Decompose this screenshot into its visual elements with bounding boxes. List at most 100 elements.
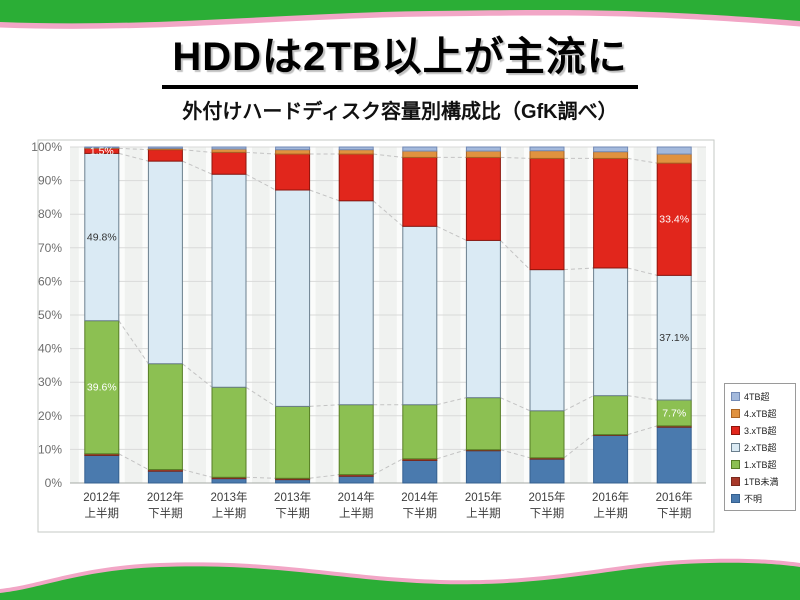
series-connector-line <box>245 173 276 191</box>
y-tick-label: 10% <box>38 442 62 456</box>
bar-segment-1.xTB超 <box>402 404 438 460</box>
y-tick-label: 80% <box>38 207 62 221</box>
bar-segment-2.xTB超 <box>147 160 183 365</box>
bar-segment-4TB超 <box>84 146 120 149</box>
bar-value-label: 49.8% <box>87 232 117 244</box>
y-tick-label: 20% <box>38 409 62 423</box>
bar-segment-4TB超 <box>211 146 247 150</box>
series-connector-line <box>182 363 213 388</box>
y-tick-label: 30% <box>38 375 62 389</box>
bar-segment-4.xTB超 <box>275 149 311 155</box>
bar-value-label: 7.7% <box>662 407 686 419</box>
x-label-line1: 2016年 <box>592 490 629 504</box>
series-connector-line <box>182 149 213 153</box>
legend-item: 1TB未満 <box>731 475 791 488</box>
series-connector-line <box>245 476 276 479</box>
bar-segment-3.xTB超 <box>656 162 692 276</box>
bar-segment-2.xTB超 <box>275 189 311 407</box>
legend-item: 3.xTB超 <box>731 424 791 437</box>
y-tick-label: 50% <box>38 308 62 322</box>
bar-segment-4TB超 <box>465 146 501 152</box>
series-connector-line <box>245 151 276 155</box>
bar-segment-3.xTB超 <box>593 157 629 269</box>
bar-segment-4.xTB超 <box>338 149 374 155</box>
bar-segment-2.xTB超 <box>338 200 374 406</box>
x-label-line2: 上半期 <box>339 506 374 520</box>
bar-segment-不明 <box>84 454 120 484</box>
page-title: HDDは2TB以上が主流に <box>0 24 800 89</box>
legend-item: 不明 <box>731 492 791 505</box>
series-connector-line <box>118 152 149 162</box>
bar-segment-4TB超 <box>338 146 374 151</box>
x-label-line2: 下半期 <box>403 506 438 520</box>
y-tick-label: 0% <box>45 476 63 490</box>
bar-segment-3.xTB超 <box>338 153 374 202</box>
series-connector-line <box>309 189 340 202</box>
series-connector-line <box>118 320 149 365</box>
series-connector-line <box>563 267 594 271</box>
series-connector-line <box>309 404 340 407</box>
x-label-line1: 2014年 <box>401 490 438 504</box>
bar-segment-2.xTB超 <box>593 267 629 397</box>
bar-segment-2.xTB超 <box>656 274 692 401</box>
bar-segment-3.xTB超 <box>529 157 565 271</box>
x-label-line2: 下半期 <box>275 506 310 520</box>
bar-segment-3.xTB超 <box>147 149 183 162</box>
bar-segment-3.xTB超 <box>275 153 311 191</box>
bar-segment-1.xTB超 <box>211 386 247 478</box>
bar-segment-不明 <box>275 479 311 484</box>
x-label-line2: 上半期 <box>212 506 247 520</box>
bar-segment-4TB超 <box>656 146 692 155</box>
bar-segment-4TB超 <box>147 146 183 149</box>
bar-segment-4TB超 <box>593 146 629 153</box>
bar-segment-1.xTB超 <box>147 363 183 471</box>
x-label-line2: 下半期 <box>148 506 183 520</box>
y-tick-label: 100% <box>31 140 62 154</box>
series-connector-line <box>627 425 658 436</box>
bar-segment-不明 <box>147 470 183 484</box>
bar-segment-不明 <box>402 459 438 484</box>
chart-legend: 4TB超 4.xTB超 3.xTB超 2.xTB超 1.xTB超 1TB未満不明 <box>724 383 796 511</box>
series-connector-line <box>627 157 658 164</box>
bar-segment-4.xTB超 <box>656 153 692 164</box>
bar-segment-4.xTB超 <box>465 150 501 158</box>
series-connector-line <box>500 449 531 459</box>
bar-segment-不明 <box>211 478 247 484</box>
x-label-line1: 2015年 <box>465 490 502 504</box>
bar-segment-3.xTB超 <box>211 151 247 175</box>
legend-label: 2.xTB超 <box>744 443 777 453</box>
bar-segment-2.xTB超 <box>529 269 565 412</box>
legend-swatch-3.xTB超 <box>731 426 740 435</box>
bar-segment-1.xTB超 <box>338 404 374 476</box>
bar-segment-3.xTB超 <box>465 156 501 241</box>
bar-segment-4.xTB超 <box>402 150 438 158</box>
series-connector-line <box>563 395 594 412</box>
series-connector-line <box>245 386 276 407</box>
series-connector-line <box>118 453 149 471</box>
bar-segment-4.xTB超 <box>593 151 629 159</box>
legend-swatch-2.xTB超 <box>731 443 740 452</box>
page-title-text: HDDは2TB以上が主流に <box>162 24 638 89</box>
x-label-line2: 上半期 <box>593 506 628 520</box>
x-label-line1: 2015年 <box>528 490 565 504</box>
bar-segment-1.xTB超 <box>529 410 565 459</box>
y-tick-label: 90% <box>38 174 62 188</box>
bar-value-label: 1.5% <box>90 145 114 157</box>
bar-segment-1.xTB超 <box>275 405 311 479</box>
bar-segment-1.xTB超 <box>84 320 120 455</box>
chart-title: 外付けハードディスク容量別構成比（GfK調べ） <box>182 101 618 123</box>
series-connector-line <box>436 449 467 460</box>
series-connector-line <box>500 397 531 412</box>
legend-label: 4TB超 <box>744 392 770 402</box>
bar-value-label: 33.4% <box>659 214 689 226</box>
bar-value-label: 39.6% <box>87 382 117 394</box>
legend-label: 4.xTB超 <box>744 409 777 419</box>
x-label-line1: 2013年 <box>274 490 311 504</box>
bar-value-label: 37.1% <box>659 332 689 344</box>
bar-segment-不明 <box>529 458 565 484</box>
legend-item: 1.xTB超 <box>731 458 791 471</box>
bar-segment-1.xTB超 <box>465 397 501 451</box>
y-tick-label: 60% <box>38 274 62 288</box>
x-label-line1: 2016年 <box>656 490 693 504</box>
